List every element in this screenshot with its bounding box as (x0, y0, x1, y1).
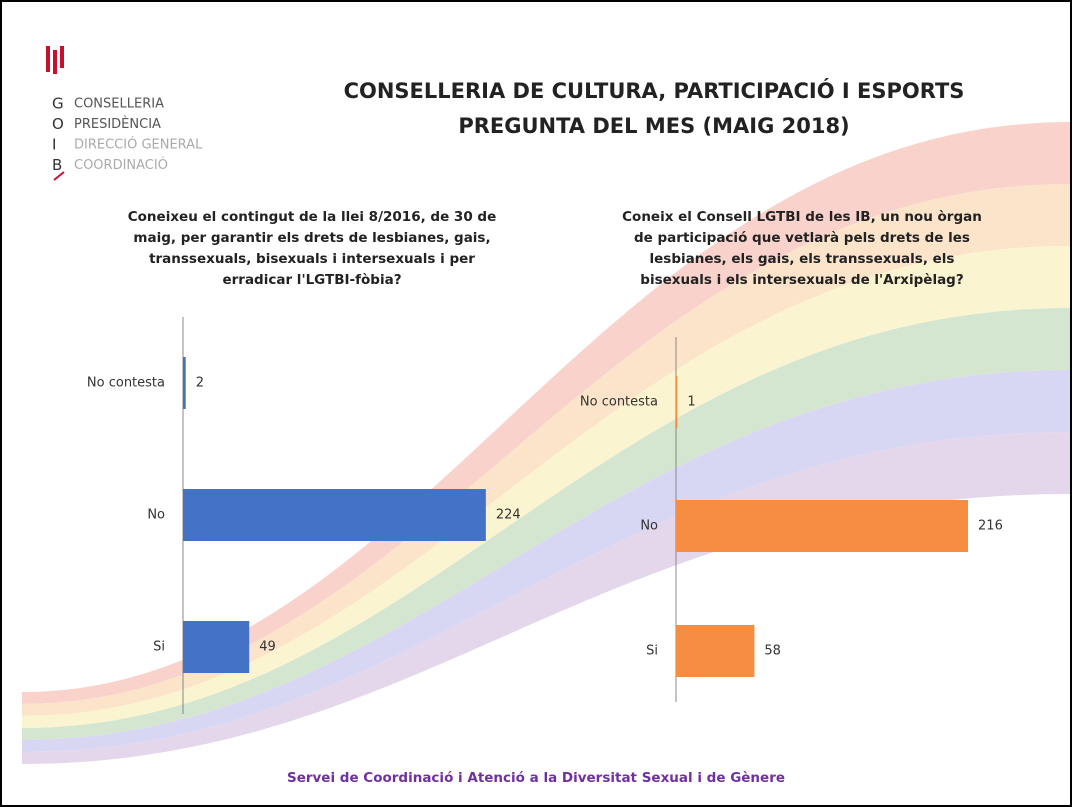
value-label: 2 (196, 376, 204, 391)
logo-line: DIRECCIÓ GENERAL (74, 137, 203, 153)
category-label: No (147, 508, 165, 523)
logo-line: CONSELLERIA (74, 97, 164, 112)
footer: Servei de Coordinació i Atenció a la Div… (287, 770, 785, 786)
chart-title: Coneix el Consell LGTBI de les IB, un no… (612, 207, 992, 291)
logo-line: COORDINACIÓ (74, 157, 168, 173)
bar (676, 500, 968, 552)
logo-letter: G (52, 95, 64, 113)
category-label: Si (646, 644, 658, 659)
category-label: No contesta (87, 376, 165, 391)
category-label: Si (153, 640, 165, 655)
chart: GOIB CONSELLERIA PRESIDÈNCIA DIRECCIÓ GENER… (2, 2, 1070, 805)
bar (183, 489, 486, 541)
logo-letter: O (52, 115, 64, 133)
bar (676, 625, 754, 677)
bar (183, 357, 186, 409)
main-subtitle: PREGUNTA DEL MES (MAIG 2018) (458, 114, 849, 138)
value-label: 1 (687, 395, 695, 410)
logo-line: PRESIDÈNCIA (74, 116, 161, 132)
category-label: No contesta (580, 395, 658, 410)
chart-title: Coneixeu el contingut de la llei 8/2016,… (122, 207, 502, 291)
main-title: CONSELLERIA DE CULTURA, PARTICIPACIÓ I E… (344, 78, 965, 103)
bar (676, 376, 677, 428)
value-label: 224 (496, 508, 521, 523)
value-label: 58 (764, 644, 781, 659)
logo-letter: B (52, 156, 62, 174)
bar (183, 621, 249, 673)
category-label: No (640, 519, 658, 534)
value-label: 49 (259, 640, 276, 655)
value-label: 216 (978, 519, 1003, 534)
logo-letter: I (52, 136, 56, 154)
page: GOIB CONSELLERIA PRESIDÈNCIA DIRECCIÓ GENER… (0, 0, 1072, 807)
